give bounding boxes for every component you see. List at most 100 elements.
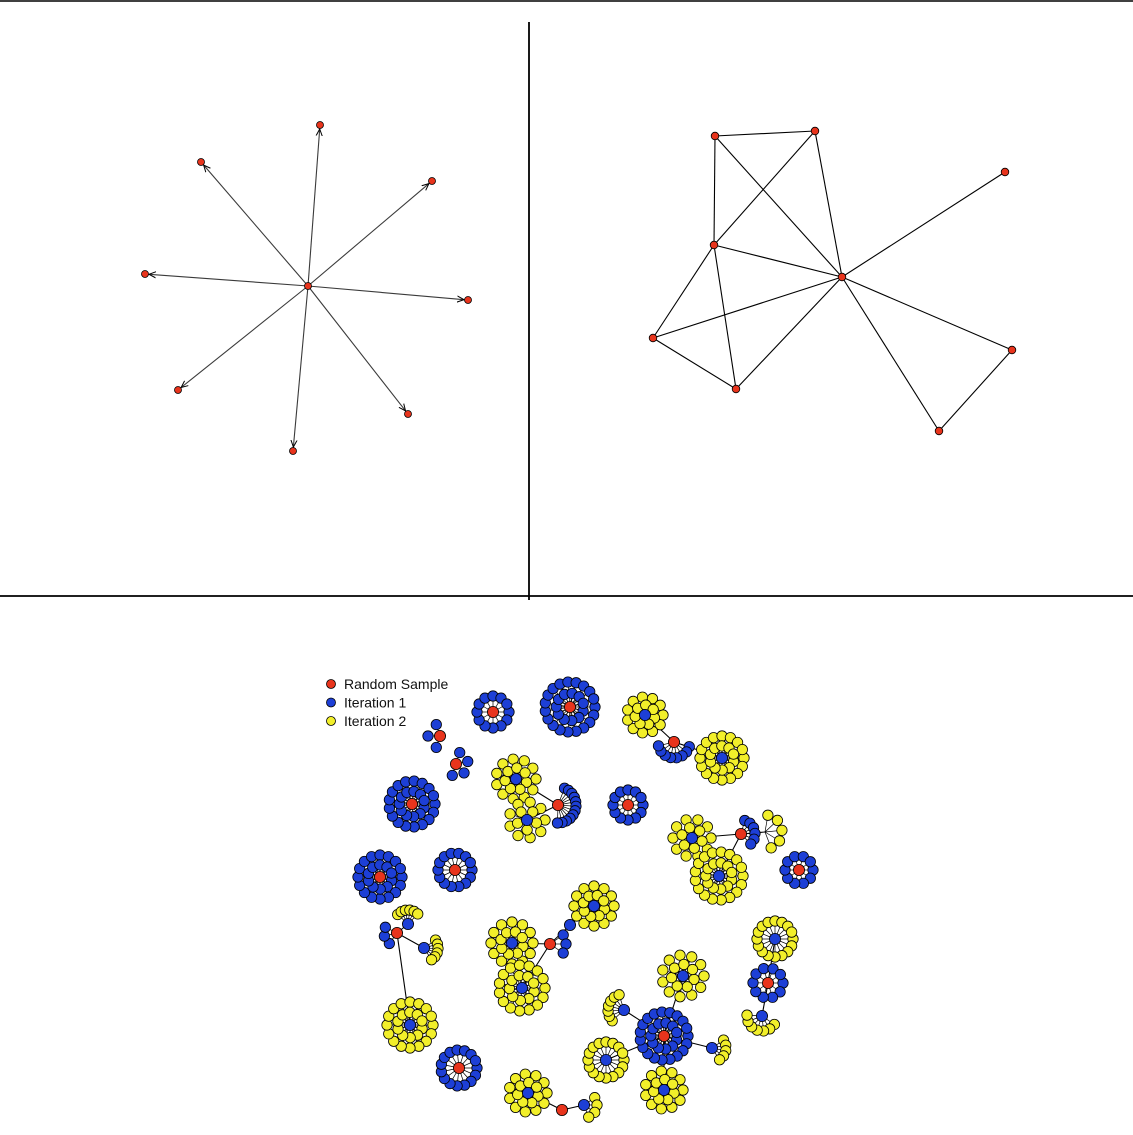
sample-node bbox=[667, 1078, 679, 1090]
sample-node bbox=[692, 814, 704, 826]
iteration-1-node bbox=[578, 1099, 591, 1112]
sample-node bbox=[635, 791, 647, 804]
random-sample-node bbox=[373, 871, 386, 884]
random-sample-node bbox=[452, 1062, 465, 1075]
sample-node bbox=[519, 767, 531, 779]
iteration-1-node bbox=[639, 709, 652, 722]
sample-node bbox=[531, 1081, 543, 1093]
sample-node bbox=[497, 968, 509, 981]
sample-node bbox=[578, 917, 590, 929]
sample-node bbox=[771, 814, 784, 827]
directed-edge bbox=[307, 184, 429, 287]
random-sample-node bbox=[762, 977, 775, 990]
iteration-1-node bbox=[769, 933, 782, 946]
random-sample-node bbox=[405, 798, 418, 811]
iteration-1-node bbox=[756, 1010, 769, 1023]
iteration-1-node bbox=[522, 1087, 535, 1100]
sample-node bbox=[488, 947, 500, 960]
network-edge bbox=[713, 244, 737, 390]
sample-node bbox=[379, 921, 391, 933]
sample-node bbox=[412, 908, 424, 920]
directed-edge bbox=[149, 274, 309, 287]
sample-node bbox=[524, 926, 536, 939]
sample-node bbox=[646, 693, 659, 705]
sample-node bbox=[652, 740, 665, 752]
sample-node bbox=[418, 795, 430, 807]
sample-node bbox=[665, 972, 678, 984]
sample-node bbox=[551, 817, 564, 829]
sample-node bbox=[736, 743, 748, 756]
leaf-node bbox=[289, 447, 297, 455]
sample-node bbox=[515, 806, 527, 818]
sample-node bbox=[674, 991, 686, 1003]
legend-label: Iteration 2 bbox=[344, 713, 406, 729]
random-sample-node bbox=[658, 1030, 671, 1043]
sample-node bbox=[713, 1054, 726, 1066]
network-edge bbox=[652, 244, 715, 339]
sample-node bbox=[524, 947, 536, 960]
sample-node bbox=[416, 1015, 428, 1027]
sample-node bbox=[531, 999, 543, 1011]
random-sample-node bbox=[544, 938, 557, 951]
sample-node bbox=[758, 963, 770, 975]
network-edge bbox=[713, 130, 816, 246]
sample-node bbox=[674, 1094, 686, 1106]
sample-node bbox=[598, 895, 610, 907]
sample-node bbox=[694, 825, 706, 837]
sample-node bbox=[695, 959, 707, 971]
random-sample-node bbox=[448, 864, 461, 877]
sample-node bbox=[514, 783, 526, 795]
sample-node bbox=[588, 880, 600, 892]
iteration-1-node bbox=[706, 1042, 719, 1055]
sample-node bbox=[521, 824, 533, 836]
sample-node bbox=[671, 821, 683, 833]
sample-node bbox=[512, 829, 524, 842]
sample-node bbox=[735, 861, 747, 873]
sample-node bbox=[774, 968, 786, 981]
sample-node bbox=[488, 926, 500, 939]
sample-node bbox=[539, 982, 551, 994]
sample-node bbox=[741, 1009, 753, 1021]
sample-node bbox=[804, 856, 816, 868]
sample-node bbox=[774, 986, 786, 998]
sample-node bbox=[530, 1070, 542, 1082]
network-edge bbox=[714, 135, 843, 278]
sample-node bbox=[516, 919, 529, 931]
iteration-1-node bbox=[658, 1084, 671, 1097]
network-edge bbox=[938, 349, 1013, 432]
network-edge bbox=[841, 171, 1006, 278]
sample-node bbox=[537, 973, 549, 985]
sample-node bbox=[497, 788, 509, 800]
iteration-1-node bbox=[716, 752, 729, 765]
iteration-1-node bbox=[401, 918, 414, 931]
sample-node bbox=[577, 697, 589, 709]
network-edge bbox=[713, 135, 716, 246]
sample-node bbox=[464, 857, 476, 869]
directed-edge bbox=[181, 285, 309, 388]
sample-node bbox=[495, 919, 508, 931]
sample-node bbox=[527, 784, 539, 796]
sample-node bbox=[425, 954, 438, 966]
network-node bbox=[731, 384, 741, 394]
sample-node bbox=[518, 755, 530, 767]
sample-node bbox=[671, 1026, 683, 1039]
sample-node bbox=[524, 796, 536, 808]
sample-node bbox=[598, 883, 610, 895]
leaf-node bbox=[316, 121, 324, 129]
iteration-1-node bbox=[516, 982, 529, 995]
sample-node bbox=[766, 991, 779, 1003]
sample-node bbox=[765, 842, 777, 854]
sample-node bbox=[588, 693, 600, 705]
sample-node bbox=[557, 947, 569, 959]
sample-node bbox=[663, 954, 675, 966]
iteration-1-node bbox=[713, 870, 726, 883]
random-sample-node bbox=[622, 799, 635, 812]
sample-node bbox=[506, 916, 518, 928]
sample-node bbox=[493, 987, 506, 999]
sample-node bbox=[504, 1082, 516, 1094]
sample-node bbox=[530, 773, 542, 785]
sample-node bbox=[537, 991, 549, 1003]
leaf-node bbox=[464, 296, 472, 304]
sample-node bbox=[776, 824, 788, 836]
